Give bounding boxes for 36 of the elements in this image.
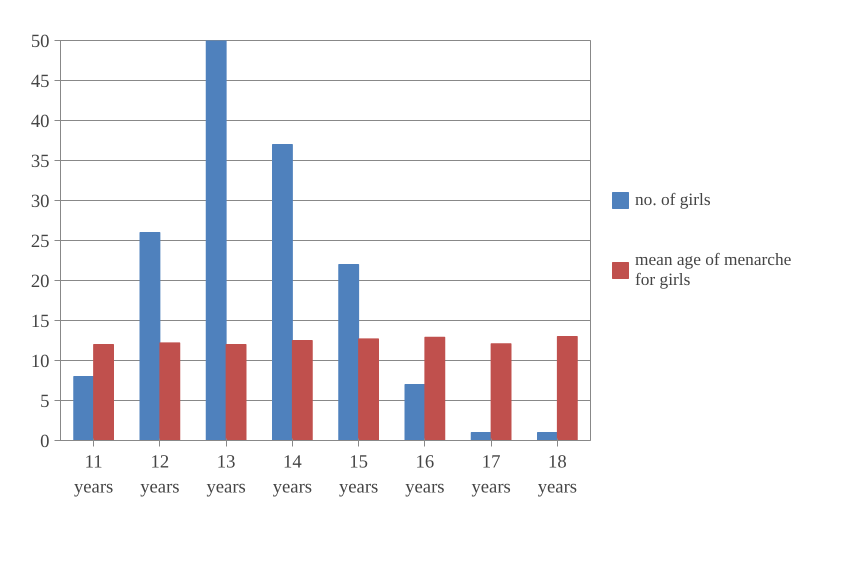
y-tick-label: 5 (40, 391, 50, 412)
bar (338, 264, 360, 440)
bar (537, 432, 558, 440)
bar (358, 338, 379, 440)
y-tick-label: 40 (30, 111, 50, 132)
bar (226, 344, 246, 440)
bar (490, 343, 512, 440)
x-tick-label: 16 years (405, 452, 445, 498)
y-tick-label: 0 (40, 431, 50, 452)
y-tick-label: 20 (30, 271, 50, 292)
bar (140, 232, 160, 440)
bar (272, 144, 293, 440)
y-tick-label: 30 (30, 191, 50, 212)
legend-label: no. of girls (635, 190, 711, 210)
y-tick-label: 45 (30, 71, 50, 92)
bar (292, 340, 313, 440)
x-tick-label: 18 years (538, 452, 578, 498)
bar (159, 342, 180, 440)
bar (73, 376, 94, 440)
x-tick-label: 12 years (140, 452, 180, 498)
legend-label: mean age of menarche for girls (635, 250, 792, 290)
x-tick-label: 11 years (74, 452, 114, 498)
bar (206, 40, 227, 440)
bar (93, 344, 114, 440)
x-tick-label: 17 years (471, 452, 511, 498)
bar (556, 336, 578, 440)
y-tick-label: 10 (30, 351, 50, 372)
x-tick-label: 13 years (206, 452, 246, 498)
bar (404, 384, 426, 440)
x-tick-label: 15 years (338, 452, 378, 498)
y-tick-label: 50 (30, 31, 50, 52)
bar (424, 336, 446, 440)
y-tick-label: 15 (30, 311, 50, 332)
y-tick-label: 25 (30, 231, 50, 252)
x-tick-label: 14 years (272, 452, 312, 498)
y-tick-label: 35 (30, 151, 50, 172)
